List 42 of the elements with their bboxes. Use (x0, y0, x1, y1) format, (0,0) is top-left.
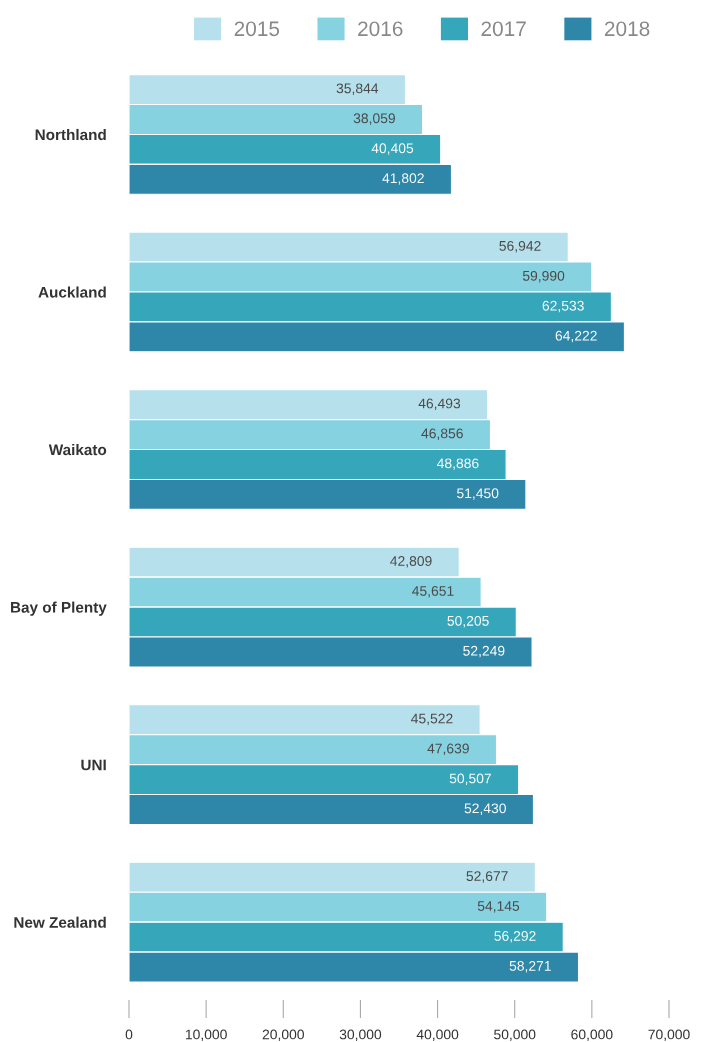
data-label: 52,677 (466, 871, 508, 883)
x-tick-label: 30,000 (339, 1029, 382, 1042)
y-tick-label: Auckland (38, 286, 106, 298)
legend-label: 2018 (604, 21, 650, 37)
legend-label: 2016 (358, 21, 403, 37)
data-label: 46,493 (418, 398, 461, 410)
data-label: 64,222 (555, 330, 597, 343)
data-label: 58,271 (509, 960, 551, 973)
x-tick-label: 20,000 (262, 1029, 304, 1042)
data-label: 54,145 (477, 901, 520, 913)
y-tick-label: Northland (35, 128, 106, 141)
data-label: 46,856 (421, 428, 463, 440)
data-label: 50,205 (447, 615, 489, 628)
data-label: 51,450 (457, 488, 499, 500)
y-tick-label: UNI (81, 759, 106, 771)
data-label: 35,844 (336, 83, 379, 95)
x-tick-label: 10,000 (185, 1029, 227, 1042)
data-label: 41,802 (382, 173, 424, 185)
data-label: 45,522 (411, 713, 453, 726)
data-label: 48,886 (437, 458, 479, 470)
data-label: 59,990 (522, 270, 565, 283)
data-label: 40,405 (371, 143, 414, 155)
y-tick-label: New Zealand (14, 916, 106, 928)
legend-label: 2017 (481, 21, 526, 37)
data-label: 62,533 (542, 300, 584, 313)
data-label: 52,430 (464, 803, 506, 815)
data-label: 56,942 (499, 240, 541, 253)
y-tick-label: Bay of Plenty (11, 601, 107, 616)
data-label: 42,809 (390, 556, 432, 568)
x-tick-label: 50,000 (494, 1029, 536, 1042)
data-label: 56,292 (494, 931, 536, 943)
data-label: 50,507 (449, 773, 491, 785)
y-tick-label: Waikato (48, 444, 107, 456)
legend-label: 2015 (234, 21, 280, 37)
data-label: 52,249 (463, 645, 505, 658)
data-label: 45,651 (412, 586, 454, 598)
data-label: 47,639 (427, 743, 469, 756)
x-tick-label: 40,000 (416, 1029, 459, 1042)
x-tick-label: 60,000 (571, 1029, 613, 1042)
x-tick-label: 70,000 (648, 1029, 690, 1042)
x-tick-label: 0 (125, 1029, 133, 1040)
data-label: 38,059 (353, 113, 395, 125)
